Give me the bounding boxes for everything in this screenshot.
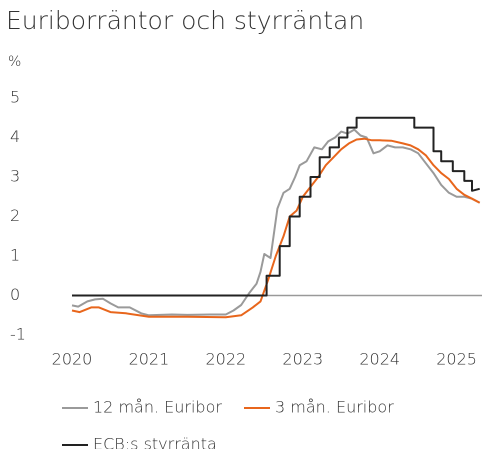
series-line — [72, 116, 480, 297]
chart-title: Euriborräntor och styrräntan — [6, 6, 364, 35]
x-tick-label: 2021 — [129, 350, 170, 369]
x-tick-label: 2022 — [205, 350, 246, 369]
y-tick-label: 3 — [10, 167, 20, 186]
x-tick-label: 2025 — [436, 350, 477, 369]
legend-label: 12 mån. Euribor — [93, 398, 222, 417]
legend-label: 3 mån. Euribor — [275, 398, 394, 417]
y-tick-label: 0 — [10, 285, 20, 304]
x-tick-label: 2020 — [52, 350, 93, 369]
y-tick-label: 2 — [10, 206, 20, 225]
y-tick-label: 1 — [10, 246, 20, 265]
y-tick-label: 5 — [10, 88, 20, 107]
y-tick-label: -1 — [10, 325, 26, 344]
legend-label: ECB:s styrränta — [93, 435, 217, 449]
y-axis-label: % — [8, 54, 21, 70]
series-line — [71, 137, 481, 319]
x-tick-label: 2024 — [359, 350, 400, 369]
series-line — [71, 128, 481, 317]
x-tick-label: 2023 — [282, 350, 323, 369]
y-tick-label: 4 — [10, 127, 20, 146]
